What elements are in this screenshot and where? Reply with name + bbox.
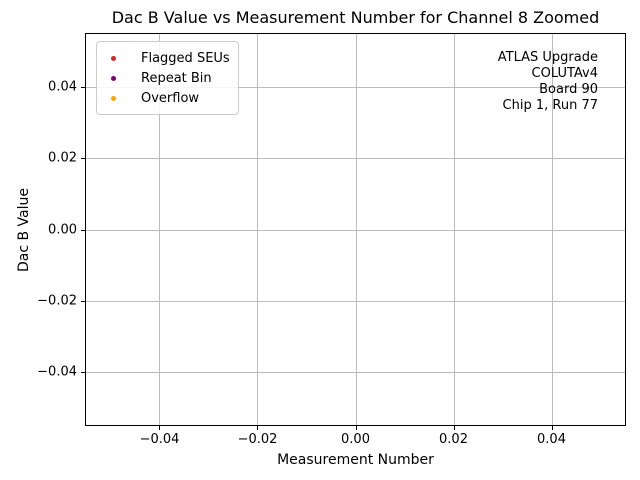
y-tick-mark — [81, 158, 85, 160]
x-tick-label: −0.02 — [237, 432, 278, 447]
legend-label: Flagged SEUs — [141, 50, 230, 66]
legend-item: Repeat Bin — [97, 68, 238, 88]
x-tick-mark — [551, 426, 553, 430]
x-tick-label: 0.00 — [341, 432, 370, 447]
annotation-line: Chip 1, Run 77 — [502, 98, 598, 113]
y-tick-label: 0.04 — [48, 79, 77, 95]
annotation-line: COLUTAv4 — [531, 66, 598, 81]
y-tick-mark — [81, 300, 85, 302]
x-axis-label: Measurement Number — [277, 452, 434, 468]
x-tick-label: 0.04 — [537, 432, 566, 447]
annotation-line: ATLAS Upgrade — [497, 50, 598, 65]
gridline-horizontal — [86, 87, 625, 89]
annotation-line: Board 90 — [539, 82, 598, 97]
y-tick-mark — [81, 229, 85, 231]
y-tick-label: 0.02 — [48, 150, 77, 166]
x-tick-mark — [453, 426, 455, 430]
y-tick-mark — [81, 87, 85, 89]
legend-item: Overflow — [97, 88, 238, 108]
plot-area: Flagged SEUs Repeat Bin Overflow ATLAS U… — [37, 33, 626, 447]
legend-label: Repeat Bin — [141, 70, 212, 86]
legend-marker — [111, 95, 116, 101]
legend-item: Flagged SEUs — [97, 48, 238, 68]
annotation: ATLAS Upgrade COLUTAv4 Board 90 Chip 1, … — [498, 50, 598, 114]
legend-label: Overflow — [141, 90, 200, 106]
legend-marker — [111, 75, 116, 81]
legend-marker — [111, 55, 116, 61]
x-tick-mark — [257, 426, 259, 430]
y-tick-label: −0.04 — [37, 364, 77, 380]
x-tick-mark — [159, 426, 161, 430]
x-tick-label: −0.04 — [139, 432, 180, 447]
gridline-horizontal — [86, 158, 625, 160]
chart-title: Dac B Value vs Measurement Number for Ch… — [111, 8, 600, 27]
x-tick-mark — [355, 426, 357, 430]
y-tick-mark — [81, 371, 85, 373]
gridline-horizontal — [86, 229, 625, 231]
y-tick-label: −0.02 — [37, 293, 77, 309]
y-tick-label: 0.00 — [48, 222, 77, 237]
y-axis-label: Dac B Value — [16, 187, 32, 272]
legend: Flagged SEUs Repeat Bin Overflow — [96, 41, 239, 115]
gridline-horizontal — [86, 300, 625, 302]
gridline-horizontal — [86, 371, 625, 373]
x-tick-label: 0.02 — [439, 432, 468, 447]
